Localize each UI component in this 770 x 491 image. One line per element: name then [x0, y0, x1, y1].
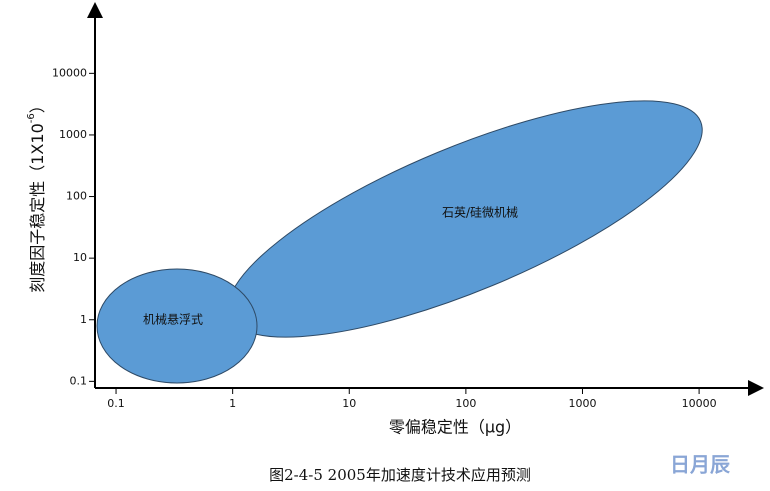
y-tick-label: 0.1 — [70, 374, 88, 387]
caption: 图2-4-5 2005年加速度计技术应用预测 — [269, 466, 531, 484]
y-axis-label-sup: -6 — [26, 113, 37, 123]
x-tick-label: 10000 — [682, 397, 717, 410]
region-mechanical — [96, 268, 258, 384]
x-tick-label: 0.1 — [107, 397, 125, 410]
y-tick-label: 1 — [80, 313, 87, 326]
y-axis-label: 刻度因子稳定性（1X10-6） — [26, 97, 47, 293]
x-axis-label: 零偏稳定性（μg） — [389, 418, 521, 437]
y-tick-label: 10000 — [52, 66, 87, 79]
y-tick-label: 10 — [73, 251, 87, 264]
region-label: 机械悬浮式 — [143, 312, 203, 327]
x-tick-label: 100 — [455, 397, 476, 410]
x-tick-label: 10 — [342, 397, 356, 410]
x-tick-label: 1 — [229, 397, 236, 410]
y-axis-label-close: ） — [28, 97, 47, 113]
region-label: 石英/硅微机械 — [442, 205, 518, 220]
y-tick-label: 1000 — [59, 128, 87, 141]
y-axis-label-text: 刻度因子稳定性（1X10 — [28, 123, 47, 293]
y-tick-label: 100 — [66, 190, 87, 203]
x-tick-label: 1000 — [568, 397, 596, 410]
watermark: 日月辰 — [670, 453, 731, 477]
